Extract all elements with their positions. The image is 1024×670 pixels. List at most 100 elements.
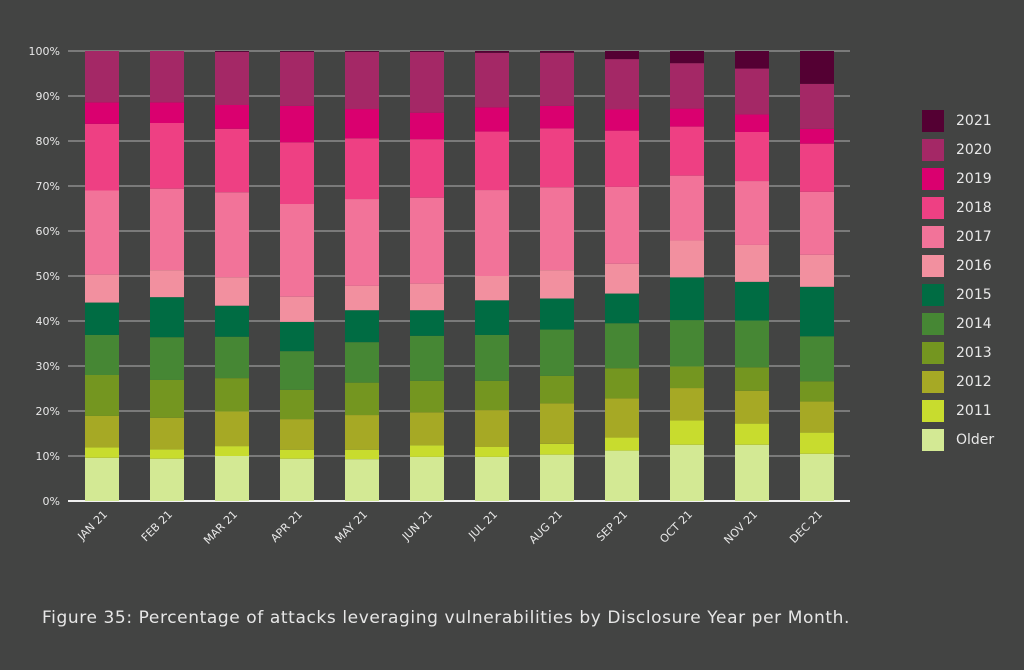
bar-segment-2014 [670,320,704,367]
bar-segment-2016 [735,244,769,282]
bar-segment-2021 [605,51,639,60]
bar-segment-2016 [215,277,249,306]
legend-label: 2021 [956,112,992,129]
y-tick-label: 80% [36,135,60,148]
bar-segment-2014 [215,336,249,379]
x-tick-label: NOV 21 [721,508,760,547]
bar-segment-2020 [345,51,379,110]
legend-label: 2012 [956,373,992,390]
legend-item: 2018 [922,193,994,222]
bar-segment-2016 [475,276,509,301]
bar-segment-2017 [540,187,574,271]
bar-segment-2018 [605,130,639,187]
bar-segment-2019 [540,105,574,129]
legend-swatch [922,312,944,335]
bar-segment-2021 [540,51,574,53]
bar-segment-2015 [410,310,444,336]
legend-label: 2015 [956,286,992,303]
bar-segment-2019 [345,109,379,139]
bar-segment-2015 [215,305,249,337]
bar-segment-older [475,456,509,501]
legend-item: 2014 [922,309,994,338]
bar-segment-2015 [150,297,184,338]
bar-segment-2015 [735,281,769,321]
bar-segment-older [345,459,379,501]
y-tick-label: 0% [43,495,60,508]
bar-segment-2018 [410,139,444,198]
legend-item: 2016 [922,251,994,280]
bar-segment-2014 [735,320,769,368]
bar-segment-2011 [540,443,574,455]
legend: 2021 2020 2019 2018 2017 2016 2015 2014 2013 2012… [922,106,994,454]
bar-segment-2021 [670,51,704,64]
legend-item: 2011 [922,396,994,425]
bar-segment-2019 [475,107,509,132]
bar-segment-2018 [475,131,509,191]
bar-segment-2018 [540,128,574,188]
x-tick-label: AUG 21 [527,508,566,547]
legend-label: 2016 [956,257,992,274]
legend-label: Older [956,431,995,448]
y-tick-label: 50% [36,270,60,283]
bar-segment-2014 [345,342,379,383]
bar-segment-2016 [410,283,444,311]
bar-segment-2012 [85,415,119,448]
bar-segment-2019 [150,102,184,123]
bar-segment-older [280,458,314,501]
bar-segment-2014 [475,334,509,381]
bar-segment-2016 [345,285,379,311]
y-tick-label: 60% [36,225,60,238]
x-tick-label: APR 21 [268,508,305,545]
bar-segment-2013 [410,380,444,413]
bar-segment-older [215,456,249,501]
bar-segment-2021 [215,51,249,52]
bar-segment-2016 [800,254,834,287]
bar-segment-2016 [540,270,574,299]
bar-segment-2015 [540,298,574,330]
bar-segment-2012 [670,388,704,421]
legend-item: 2021 [922,106,994,135]
bar-segment-older [670,444,704,501]
bar-segment-2017 [215,192,249,278]
bar-segment-2016 [150,270,184,298]
legend-swatch [922,138,944,161]
legend-swatch [922,254,944,277]
bar-segment-2012 [150,417,184,450]
bar-segment-2018 [215,128,249,193]
legend-item: 2013 [922,338,994,367]
bar-segment-2018 [85,123,119,191]
legend-swatch [922,196,944,219]
bar-segment-2019 [800,128,834,144]
bar-segment-2016 [670,240,704,278]
legend-swatch [922,109,944,132]
legend-label: 2019 [956,170,992,187]
bar-segment-older [735,444,769,501]
bar-segment-2017 [735,181,769,245]
legend-item: Older [922,425,994,454]
bar-segment-2015 [280,321,314,352]
legend-swatch [922,167,944,190]
x-tick-label: MAY 21 [332,508,370,546]
legend-item: 2019 [922,164,994,193]
bar-segment-2012 [215,411,249,447]
bar-segment-2019 [735,114,769,132]
bar-segment-2015 [345,310,379,343]
y-tick-label: 100% [29,45,60,58]
bar-segment-2011 [215,446,249,456]
bar-segment-2012 [410,412,444,446]
bar-segment-2015 [605,293,639,324]
bar-segment-older [150,458,184,501]
x-tick-label: JUN 21 [399,508,435,544]
legend-item: 2017 [922,222,994,251]
bar-segment-2014 [280,351,314,390]
bar-segment-older [540,454,574,501]
bar-segment-2020 [540,52,574,106]
bar-segment-2020 [215,51,249,105]
bar-segment-2019 [215,105,249,129]
legend-swatch [922,428,944,451]
legend-swatch [922,283,944,306]
legend-label: 2011 [956,402,992,419]
bar-segment-2011 [280,449,314,459]
bar-segment-2021 [280,51,314,52]
y-tick-label: 40% [36,315,60,328]
